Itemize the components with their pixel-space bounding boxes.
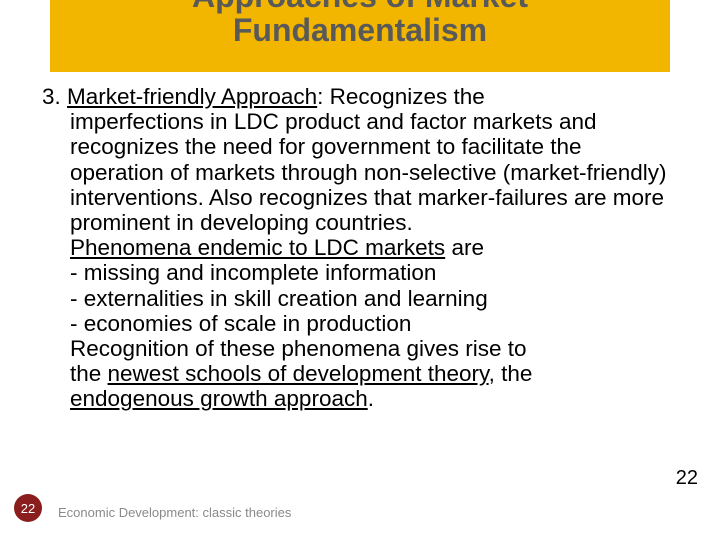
after-heading: : Recognizes the [317, 84, 485, 109]
tail3-underline: endogenous growth approach [70, 386, 368, 411]
content-first-line: 3. Market-friendly Approach: Recognizes … [42, 84, 678, 109]
subheading-after: are [445, 235, 484, 260]
body-paragraph-1: imperfections in LDC product and factor … [70, 109, 678, 235]
footer-text: Economic Development: classic theories [58, 505, 291, 520]
bullet-3: - economies of scale in production [70, 311, 678, 336]
title-line2: Fundamentalism [233, 12, 487, 49]
tail2-post: , the [489, 361, 533, 386]
content-block: 3. Market-friendly Approach: Recognizes … [42, 84, 678, 411]
tail-line-1: Recognition of these phenomena gives ris… [70, 336, 678, 361]
tail-line-3: endogenous growth approach. [70, 386, 678, 411]
approach-heading: Market-friendly Approach [67, 84, 317, 109]
list-number: 3. [42, 84, 61, 109]
bullet-2: - externalities in skill creation and le… [70, 286, 678, 311]
title-band: Approaches of Market Fundamentalism [50, 0, 670, 72]
tail-line-2: the newest schools of development theory… [70, 361, 678, 386]
tail2-underline: newest schools of development theory [108, 361, 489, 386]
tail3-post: . [368, 386, 374, 411]
page-number-right: 22 [676, 467, 698, 490]
title-line1: Approaches of Market [192, 0, 528, 12]
subheading-underline: Phenomena endemic to LDC markets [70, 235, 445, 260]
page-badge: 22 [14, 494, 42, 522]
subheading-line: Phenomena endemic to LDC markets are [70, 235, 678, 260]
tail2-pre: the [70, 361, 108, 386]
bullet-1: - missing and incomplete information [70, 260, 678, 285]
